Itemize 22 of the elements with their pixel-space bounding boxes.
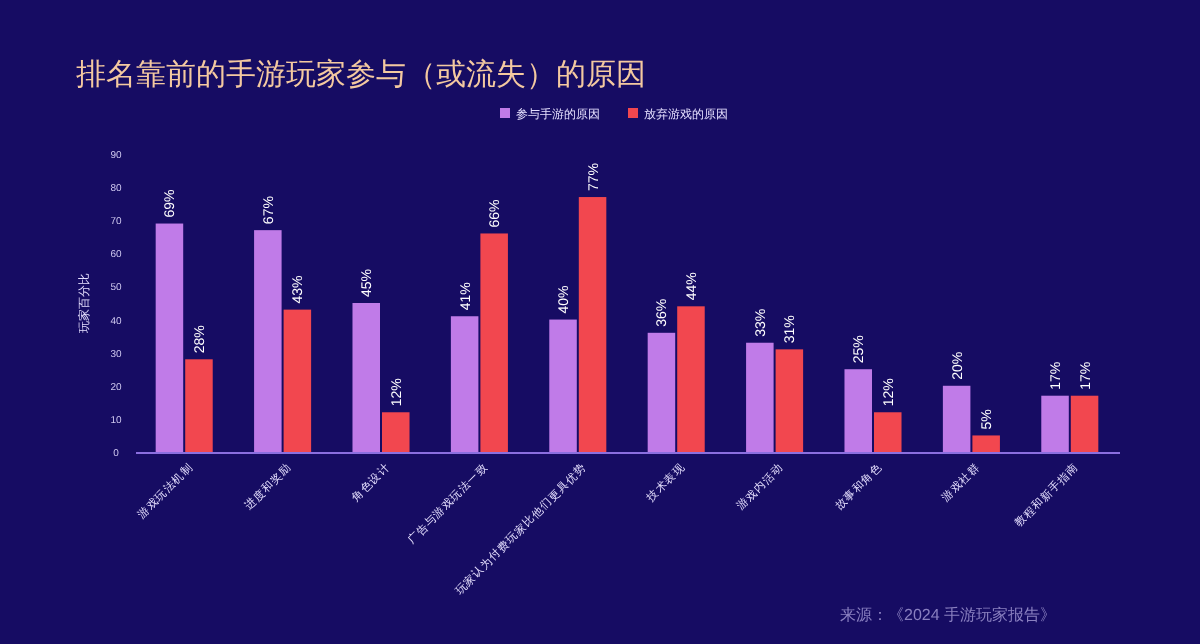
bar bbox=[942, 385, 971, 452]
bar bbox=[1041, 395, 1069, 452]
bar bbox=[450, 316, 479, 452]
bar bbox=[775, 349, 804, 452]
bar bbox=[480, 233, 508, 452]
bar bbox=[1070, 395, 1099, 452]
bar bbox=[254, 230, 282, 452]
bar bbox=[283, 309, 312, 452]
bar bbox=[972, 435, 1000, 452]
bar bbox=[746, 342, 774, 452]
bar bbox=[578, 197, 607, 452]
bar bbox=[382, 412, 410, 452]
bar bbox=[677, 306, 705, 452]
bar bbox=[185, 359, 213, 452]
bar bbox=[844, 369, 872, 452]
chart-title: 排名靠前的手游玩家参与（或流失）的原因 bbox=[76, 58, 646, 92]
bar bbox=[352, 303, 380, 452]
bar bbox=[155, 223, 184, 452]
bar bbox=[874, 412, 902, 452]
bar bbox=[647, 332, 676, 452]
source-note: 来源：《2024 手游玩家报告》 bbox=[840, 606, 1057, 624]
bar bbox=[549, 319, 577, 452]
